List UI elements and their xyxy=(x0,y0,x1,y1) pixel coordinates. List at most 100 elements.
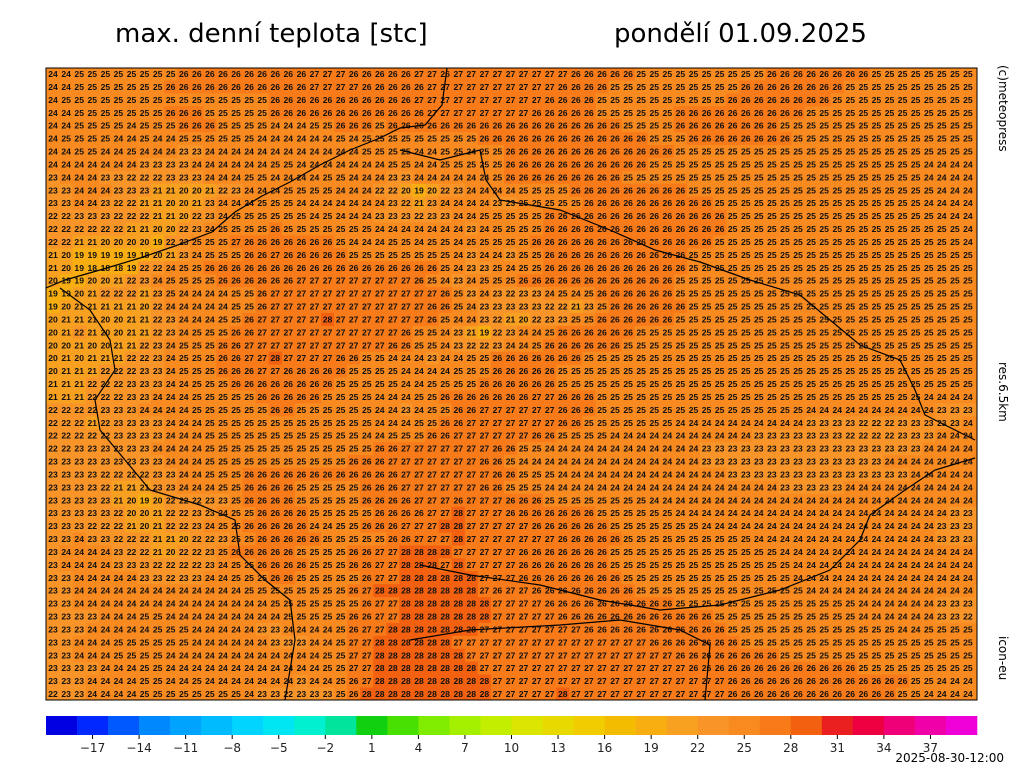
temp-label: 25 xyxy=(885,198,895,208)
temp-label: 26 xyxy=(741,82,751,92)
temp-label: 24 xyxy=(35,95,45,105)
temp-label: 26 xyxy=(297,108,307,118)
temp-label: 25 xyxy=(689,250,699,260)
temp-label: 21 xyxy=(114,302,124,312)
temp-label: 25 xyxy=(872,121,882,131)
temp-label: 25 xyxy=(806,121,816,131)
temp-label: 25 xyxy=(728,405,738,415)
temp-label: 25 xyxy=(310,224,320,234)
temp-label: 27 xyxy=(545,405,555,415)
temp-label: 25 xyxy=(114,69,124,79)
temp-label: 24 xyxy=(205,159,215,169)
temp-label: 27 xyxy=(297,302,307,312)
temp-label: 25 xyxy=(780,327,790,337)
temp-label: 24 xyxy=(976,224,986,234)
temp-label: 25 xyxy=(663,353,673,363)
temp-label: 25 xyxy=(885,172,895,182)
temp-label: 25 xyxy=(349,366,359,376)
temp-label: 24 xyxy=(349,159,359,169)
temp-label: 25 xyxy=(676,159,686,169)
temp-label: 25 xyxy=(832,379,842,389)
temp-label: 25 xyxy=(832,237,842,247)
temp-label: 27 xyxy=(532,418,542,428)
temp-label: 24 xyxy=(754,482,764,492)
temp-label: 25 xyxy=(676,340,686,350)
temp-label: 24 xyxy=(963,211,973,221)
temp-label: 25 xyxy=(937,340,947,350)
temp-label: 25 xyxy=(323,185,333,195)
temp-label: 25 xyxy=(937,224,947,234)
temp-label: 26 xyxy=(532,121,542,131)
temp-cell xyxy=(700,93,714,107)
temp-label: 26 xyxy=(362,82,372,92)
temp-label: 25 xyxy=(231,302,241,312)
temp-label: 25 xyxy=(179,263,189,273)
temp-label: 25 xyxy=(153,82,163,92)
temp-label: 25 xyxy=(218,95,228,105)
temp-label: 23 xyxy=(101,198,111,208)
temp-label: 25 xyxy=(388,159,398,169)
temp-label: 26 xyxy=(571,108,581,118)
temp-cell xyxy=(464,106,479,120)
temp-label: 25 xyxy=(192,405,202,415)
temp-label: 25 xyxy=(819,172,829,182)
temp-label: 26 xyxy=(649,302,659,312)
temp-cell xyxy=(412,106,426,120)
temp-label: 24 xyxy=(205,482,215,492)
temp-label: 25 xyxy=(846,134,856,144)
temp-cell xyxy=(425,119,440,133)
temp-cell xyxy=(739,93,753,107)
temp-label: 25 xyxy=(584,353,594,363)
temp-label: 25 xyxy=(257,457,267,467)
temp-label: 25 xyxy=(976,366,986,376)
temp-label: 23 xyxy=(35,495,45,505)
temp-label: 24 xyxy=(963,482,973,492)
temp-label: 26 xyxy=(532,108,542,118)
temp-label: 24 xyxy=(571,469,581,479)
temp-label: 27 xyxy=(310,276,320,286)
temp-label: 27 xyxy=(401,457,411,467)
temp-label: 27 xyxy=(336,69,346,79)
temp-label: 25 xyxy=(493,237,503,247)
temp-label: 26 xyxy=(649,198,659,208)
temp-cell xyxy=(386,80,400,94)
temp-cell xyxy=(46,222,47,236)
temp-label: 26 xyxy=(480,379,490,389)
temp-label: 25 xyxy=(924,224,934,234)
title: max. denní teplota [stc] xyxy=(115,19,428,49)
temp-label: 21 xyxy=(35,224,45,234)
temp-label: 27 xyxy=(323,327,333,337)
temp-label: 26 xyxy=(545,121,555,131)
temp-label: 24 xyxy=(859,405,869,415)
temp-cell xyxy=(490,119,505,133)
temp-label: 25 xyxy=(257,95,267,105)
temp-label: 25 xyxy=(793,224,803,234)
temp-cell xyxy=(503,93,518,107)
temp-label: 24 xyxy=(467,198,477,208)
temp-label: 25 xyxy=(532,185,542,195)
temp-label: 22 xyxy=(74,405,84,415)
temp-label: 26 xyxy=(584,211,594,221)
temp-label: 25 xyxy=(480,159,490,169)
temp-label: 27 xyxy=(362,340,372,350)
temp-label: 25 xyxy=(506,457,516,467)
temp-label: 24 xyxy=(506,340,516,350)
temp-label: 26 xyxy=(558,250,568,260)
temp-label: 25 xyxy=(806,353,816,363)
temp-label: 20 xyxy=(48,314,58,324)
temp-label: 25 xyxy=(101,134,111,144)
temp-label: 25 xyxy=(780,379,790,389)
temp-label: 25 xyxy=(597,392,607,402)
temp-label: 26 xyxy=(623,302,633,312)
temp-label: 26 xyxy=(310,379,320,389)
temp-label: 25 xyxy=(885,250,895,260)
temp-label: 23 xyxy=(911,418,921,428)
temp-cell xyxy=(151,106,165,120)
temp-label: 25 xyxy=(741,147,751,157)
temp-label: 26 xyxy=(323,95,333,105)
temp-label: 27 xyxy=(506,82,516,92)
temp-cell xyxy=(177,119,191,133)
temp-label: 24 xyxy=(689,495,699,505)
temp-label: 21 xyxy=(87,289,97,299)
